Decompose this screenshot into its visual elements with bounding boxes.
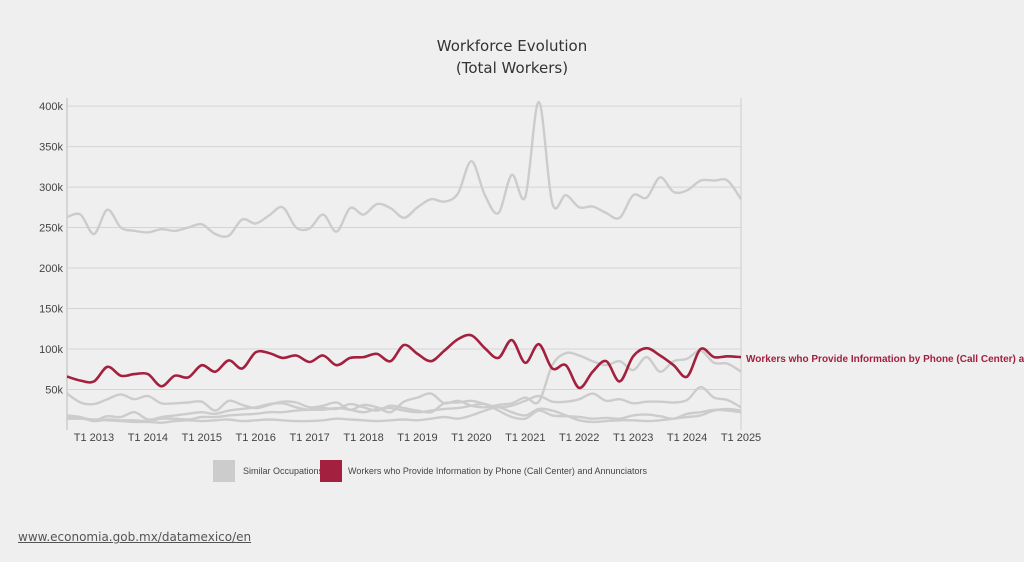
x-tick-label: T1 2025 <box>721 432 761 444</box>
x-tick-label: T1 2017 <box>289 432 329 444</box>
y-tick-label: 150k <box>39 304 63 316</box>
x-tick-label: T1 2022 <box>559 432 599 444</box>
legend-label-similar[interactable]: Similar Occupations <box>243 466 324 476</box>
series-line-similar-1 <box>66 349 742 414</box>
x-tick-label: T1 2024 <box>667 432 707 444</box>
series-line-similar-0 <box>66 100 742 238</box>
y-tick-label: 300k <box>39 182 63 194</box>
y-tick-label: 100k <box>39 344 63 356</box>
x-tick-label: T1 2018 <box>343 432 383 444</box>
y-axis: 50k 100k 150k 200k 250k 300k 350k 400k <box>39 101 63 396</box>
grid <box>66 98 742 430</box>
footer-link[interactable]: www.economia.gob.mx/datamexico/en <box>18 530 252 544</box>
series-line-similar-3 <box>66 402 742 423</box>
x-tick-label: T1 2021 <box>505 432 545 444</box>
legend-swatch-call-center[interactable] <box>320 460 342 482</box>
x-tick-label: T1 2019 <box>397 432 437 444</box>
highlight-series-label: Workers who Provide Information by Phone… <box>746 354 1024 365</box>
x-tick-label: T1 2013 <box>74 432 114 444</box>
legend-label-call-center[interactable]: Workers who Provide Information by Phone… <box>348 466 647 476</box>
x-tick-label: T1 2016 <box>236 432 276 444</box>
x-tick-label: T1 2020 <box>451 432 491 444</box>
series-line-call-center <box>66 333 742 390</box>
chart-title: Workforce Evolution <box>437 37 587 55</box>
series-lines <box>66 100 742 424</box>
y-tick-label: 350k <box>39 142 63 154</box>
x-tick-label: T1 2015 <box>182 432 222 444</box>
x-axis: T1 2013 T1 2014 T1 2015 T1 2016 T1 2017 T1 20… <box>74 432 761 444</box>
series-line-similar-4 <box>66 406 742 424</box>
series-line-similar-2 <box>66 385 742 422</box>
x-tick-label: T1 2023 <box>613 432 653 444</box>
y-tick-label: 200k <box>39 263 63 275</box>
legend-swatch-similar[interactable] <box>213 460 235 482</box>
y-tick-label: 50k <box>45 385 63 397</box>
legend: Similar Occupations Workers who Provide … <box>213 460 647 482</box>
y-tick-label: 400k <box>39 101 63 113</box>
chart-subtitle: (Total Workers) <box>456 59 568 77</box>
x-tick-label: T1 2014 <box>128 432 168 444</box>
y-tick-label: 250k <box>39 223 63 235</box>
